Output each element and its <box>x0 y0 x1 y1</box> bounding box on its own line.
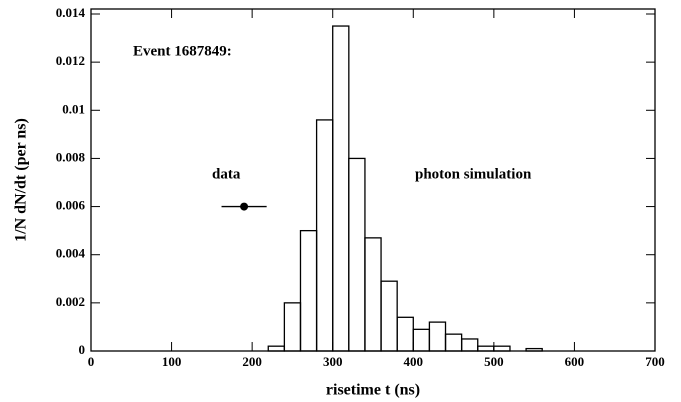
y-tick-label: 0.004 <box>56 246 86 261</box>
y-axis-label: 1/N dN/dt (per ns) <box>13 118 30 242</box>
histogram-bar <box>283 302 302 352</box>
x-tick-label: 600 <box>565 354 585 369</box>
histogram-bar <box>525 347 543 352</box>
x-tick-label: 0 <box>88 354 95 369</box>
histogram-bar <box>267 345 286 352</box>
histogram-bar <box>493 345 511 352</box>
y-tick-label: 0.014 <box>56 5 86 20</box>
histogram-bar <box>364 237 382 352</box>
histogram-bar <box>444 333 463 352</box>
x-tick-label: 500 <box>484 354 504 369</box>
histogram-bar <box>380 280 398 352</box>
histogram-bar <box>299 229 318 352</box>
x-axis-label: risetime t (ns) <box>326 382 420 399</box>
x-tick-label: 400 <box>404 354 424 369</box>
histogram-bar <box>428 321 447 352</box>
legend-label: data <box>212 166 241 182</box>
y-tick-label: 0.01 <box>62 101 85 116</box>
histogram-bar <box>396 316 414 352</box>
data-point <box>240 202 249 211</box>
x-tick-label: 200 <box>242 354 262 369</box>
histogram-bar <box>477 345 495 352</box>
legend-label: photon simulation <box>415 166 532 182</box>
x-tick-label: 100 <box>162 354 182 369</box>
chart-title: Event 1687849: <box>133 43 232 59</box>
y-tick-label: 0.002 <box>56 294 85 309</box>
plot-frame <box>90 8 656 352</box>
histogram-bar <box>332 25 350 352</box>
x-tick-label: 300 <box>323 354 343 369</box>
y-tick-label: 0.012 <box>56 53 85 68</box>
y-tick-label: 0.006 <box>56 198 86 213</box>
x-tick-label: 700 <box>645 354 665 369</box>
y-tick-label: 0 <box>79 342 86 357</box>
histogram-bar <box>412 328 431 352</box>
histogram-bar <box>348 157 366 352</box>
y-tick-label: 0.008 <box>56 149 86 164</box>
histogram-bar <box>315 119 334 352</box>
histogram-bar <box>460 338 479 352</box>
